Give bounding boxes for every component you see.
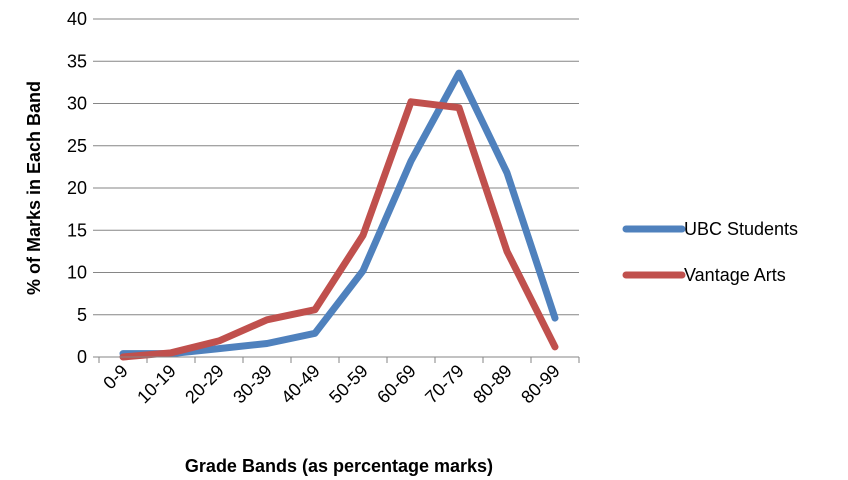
y-tick-label: 35 [67, 51, 87, 71]
x-tick-labels: 0-9 10-19 20-29 30-39 40-49 50-59 60-69 70-79 80… [99, 361, 564, 408]
x-tick-label: 80-99 [517, 361, 564, 408]
series-line-vantage-arts [119, 98, 559, 361]
series-line-ubc-students [119, 69, 559, 358]
y-tick-label: 20 [67, 178, 87, 198]
x-tick-label: 20-29 [181, 361, 228, 408]
y-tick-labels: 0 5 10 15 20 25 30 35 40 [67, 9, 87, 367]
x-tick-label: 60-69 [373, 361, 420, 408]
legend: UBC Students Vantage Arts [622, 219, 798, 285]
x-tick-label: 10-19 [133, 361, 180, 408]
x-tick-label: 50-59 [325, 361, 372, 408]
x-tick-label: 70-79 [421, 361, 468, 408]
series-lines [119, 69, 559, 361]
x-axis-title: Grade Bands (as percentage marks) [185, 456, 493, 476]
y-tick-label: 30 [67, 94, 87, 114]
y-tick-label: 10 [67, 263, 87, 283]
x-tick-label: 30-39 [229, 361, 276, 408]
y-axis-title: % of Marks in Each Band [24, 81, 44, 295]
x-tick-label: 0-9 [99, 361, 132, 394]
legend-label: UBC Students [684, 219, 798, 239]
y-tick-label: 5 [77, 305, 87, 325]
y-tick-label: 0 [77, 347, 87, 367]
y-tick-label: 25 [67, 136, 87, 156]
x-tick-label: 40-49 [277, 361, 324, 408]
legend-label: Vantage Arts [684, 265, 786, 285]
gridlines [93, 18, 580, 363]
y-tick-label: 15 [67, 220, 87, 240]
y-tick-label: 40 [67, 9, 87, 29]
x-tick-label: 80-89 [469, 361, 516, 408]
